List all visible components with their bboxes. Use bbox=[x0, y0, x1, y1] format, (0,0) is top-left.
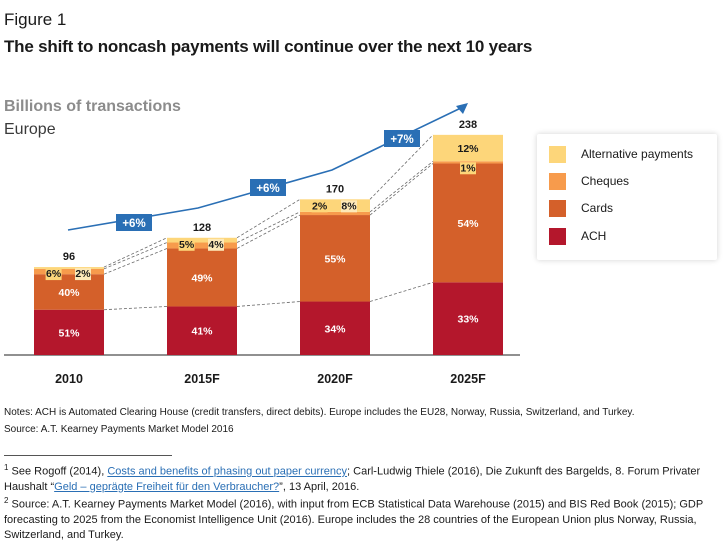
connector-line bbox=[369, 160, 434, 213]
footnote-text: ”, 13 April, 2016. bbox=[279, 480, 360, 493]
connector-line bbox=[103, 242, 168, 270]
connector-line bbox=[236, 214, 301, 249]
legend: Alternative payments Cheques Cards ACH bbox=[537, 134, 717, 260]
connector-line bbox=[236, 211, 301, 243]
bar-segment-cards bbox=[34, 274, 104, 310]
category-label: 2020F bbox=[317, 372, 353, 386]
data-label: 49% bbox=[191, 272, 213, 284]
growth-label: +6% bbox=[122, 218, 145, 230]
footnote-number: 2 bbox=[4, 496, 9, 505]
connector-line bbox=[103, 237, 168, 268]
legend-item-cheques: Cheques bbox=[549, 171, 629, 191]
bar-segment-ach bbox=[433, 282, 503, 355]
bar-segment-alternative-payments bbox=[300, 199, 370, 212]
data-label: 33% bbox=[457, 314, 479, 326]
growth-label: +7% bbox=[390, 134, 413, 146]
legend-label: Cards bbox=[581, 201, 614, 215]
total-label: 128 bbox=[193, 222, 211, 234]
growth-arrow-line bbox=[67, 105, 466, 231]
bar-segment-ach bbox=[300, 301, 370, 355]
data-label: 40% bbox=[58, 287, 80, 299]
data-label: 51% bbox=[58, 327, 80, 339]
footnote-1: 1 See Rogoff (2014), Costs and benefits … bbox=[4, 460, 720, 495]
region-label: Europe bbox=[4, 121, 56, 138]
legend-item-ach: ACH bbox=[549, 226, 606, 246]
label-bg bbox=[311, 200, 328, 213]
footnote-text: Source: A.T. Kearney Payments Market Mod… bbox=[4, 498, 704, 541]
data-label: 4% bbox=[208, 239, 224, 251]
footnote-text: See Rogoff (2014), bbox=[11, 465, 108, 478]
data-label: 12% bbox=[457, 143, 479, 155]
connector-line bbox=[369, 163, 434, 216]
data-label: 8% bbox=[341, 200, 357, 212]
bar-segment-cheques bbox=[300, 211, 370, 216]
data-label: 54% bbox=[457, 218, 479, 230]
notes-text: Notes: ACH is Automated Clearing House (… bbox=[4, 407, 635, 418]
connector-line bbox=[103, 248, 168, 275]
legend-swatch bbox=[549, 145, 566, 163]
bar-segment-cheques bbox=[167, 242, 237, 249]
data-label: 55% bbox=[324, 253, 346, 265]
bar-segment-cheques bbox=[34, 268, 104, 275]
category-label: 2025F bbox=[450, 372, 486, 386]
total-label: 238 bbox=[459, 119, 477, 131]
connector-line bbox=[103, 306, 168, 311]
unit-label: Billions of transactions bbox=[4, 98, 181, 115]
footnote-text: ; Carl-Ludwig Thiele (2016), Die Zukunft… bbox=[4, 465, 701, 493]
data-label: 1% bbox=[460, 162, 476, 174]
bar-segment-alternative-payments bbox=[34, 267, 104, 269]
legend-swatch bbox=[549, 227, 566, 245]
label-bg bbox=[75, 268, 91, 281]
bar-segment-ach bbox=[34, 309, 104, 355]
category-label: 2010 bbox=[55, 372, 83, 386]
legend-label: Alternative payments bbox=[581, 147, 694, 161]
chart-notes: Notes: ACH is Automated Clearing House (… bbox=[4, 404, 634, 438]
bar-segment-ach bbox=[167, 306, 237, 355]
bar-segment-alternative-payments bbox=[433, 134, 503, 162]
footnote-number: 1 bbox=[4, 463, 9, 472]
legend-label: ACH bbox=[581, 229, 607, 243]
label-bg bbox=[178, 238, 195, 251]
growth-arrow-head bbox=[456, 103, 468, 114]
total-label: 96 bbox=[63, 251, 75, 263]
label-bg bbox=[45, 268, 62, 281]
growth-badge bbox=[384, 130, 420, 147]
legend-swatch bbox=[549, 199, 566, 217]
source-text: Source: A.T. Kearney Payments Market Mod… bbox=[4, 424, 234, 435]
category-label: 2015F bbox=[184, 372, 220, 386]
label-bg bbox=[460, 162, 476, 175]
bar-segment-cards bbox=[167, 248, 237, 307]
legend-item-cards: Cards bbox=[549, 198, 613, 218]
footnote-link-rogoff[interactable]: Costs and benefits of phasing out paper … bbox=[107, 465, 348, 478]
connector-line bbox=[369, 281, 434, 302]
chart-title: The shift to noncash payments will conti… bbox=[4, 37, 533, 56]
total-label: 170 bbox=[326, 183, 344, 195]
growth-badge bbox=[250, 179, 286, 196]
legend-label: Cheques bbox=[581, 174, 630, 188]
label-bg bbox=[341, 200, 357, 213]
data-label: 5% bbox=[179, 239, 195, 251]
figure-label: Figure 1 bbox=[4, 10, 67, 29]
connector-line bbox=[369, 134, 434, 200]
data-label: 34% bbox=[324, 323, 346, 335]
footnote-link-thiele[interactable]: Geld – geprägte Freiheit für den Verbrau… bbox=[54, 480, 280, 493]
connector-line bbox=[236, 301, 301, 307]
growth-badge bbox=[116, 214, 152, 231]
bar-segment-cards bbox=[300, 215, 370, 302]
footnote-divider bbox=[4, 455, 172, 456]
connector-line bbox=[236, 198, 301, 239]
footnote-2: 2 Source: A.T. Kearney Payments Market M… bbox=[4, 493, 720, 543]
data-label: 2% bbox=[312, 200, 328, 212]
legend-swatch bbox=[549, 172, 566, 190]
label-bg bbox=[208, 238, 224, 251]
growth-label: +6% bbox=[256, 183, 279, 195]
data-label: 2% bbox=[75, 268, 91, 280]
data-label: 6% bbox=[46, 268, 62, 280]
data-label: 41% bbox=[191, 326, 213, 338]
bar-segment-cards bbox=[433, 163, 503, 283]
bar-segment-alternative-payments bbox=[167, 237, 237, 243]
legend-item-alternative-payments: Alternative payments bbox=[549, 144, 693, 164]
